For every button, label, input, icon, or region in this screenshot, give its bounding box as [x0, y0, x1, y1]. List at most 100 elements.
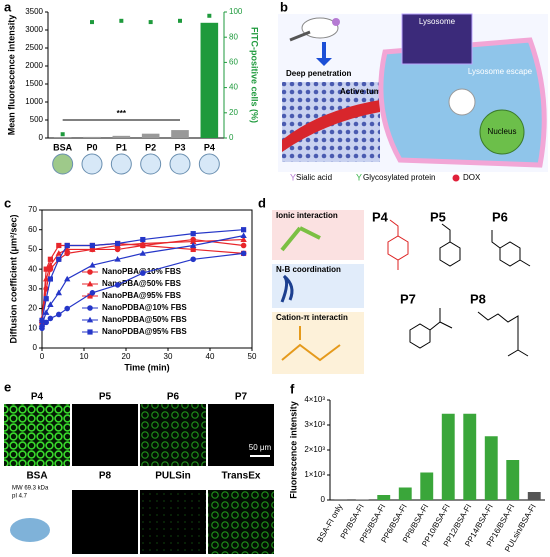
- legend-marker: [87, 293, 93, 299]
- mouse: [301, 17, 339, 39]
- line: [41, 252, 244, 329]
- legend-label: NanoPDBA@50% FBS: [102, 315, 187, 324]
- legend-label: NanoPDBA@10% FBS: [102, 303, 187, 312]
- y-tick-label: 1000: [25, 97, 43, 106]
- bar: [112, 135, 131, 138]
- frame: [41, 209, 253, 349]
- y-tick-label: 30: [28, 284, 37, 293]
- image: [208, 490, 274, 554]
- legend-label: NanoPBA@95% FBS: [102, 291, 182, 300]
- marker: [43, 296, 49, 302]
- image-label: P5: [99, 392, 112, 403]
- image-label: P7: [235, 392, 248, 403]
- y-tick-label: 2500: [25, 43, 43, 52]
- y-tick-label: 0: [39, 133, 44, 142]
- bar: [527, 492, 541, 500]
- bar: [83, 136, 101, 138]
- nucleus: [479, 109, 525, 155]
- legend-marker: [87, 305, 93, 311]
- label: MW 69.3 kDa: [12, 486, 49, 492]
- y-tick-label: 4×10³: [304, 395, 325, 404]
- y-tick-label: 40: [28, 264, 37, 273]
- marker: [190, 231, 196, 237]
- y-tick-label: 3000: [25, 25, 43, 34]
- y-tick-label: 10: [28, 323, 37, 332]
- image: [72, 404, 138, 466]
- y-tick-label: 50: [28, 245, 37, 254]
- y-axis-label: Diffusion coefficient (μm²/sec): [8, 214, 18, 343]
- arrow: [316, 42, 332, 66]
- label: P8: [470, 291, 486, 306]
- bar: [398, 487, 412, 500]
- x-tick-label: P3: [174, 142, 185, 152]
- legend-label: DOX: [463, 173, 481, 182]
- bar: [463, 413, 477, 500]
- y-tick-label: 100: [229, 7, 243, 16]
- bar: [141, 133, 160, 138]
- legend-label: NanoPBA@50% FBS: [102, 279, 182, 288]
- bar: [171, 130, 189, 138]
- y-tick-label: 40: [229, 83, 238, 92]
- marker: [47, 301, 54, 308]
- marker: [140, 236, 146, 243]
- x-tick-label: 30: [164, 352, 173, 361]
- legend-label: Glycosylated protein: [363, 173, 435, 182]
- panel-letter: c: [4, 195, 11, 210]
- y-axis-label: Fluorescence intensity: [288, 401, 298, 499]
- marker: [190, 246, 196, 253]
- panel-letter: b: [280, 0, 288, 14]
- marker: [89, 261, 96, 268]
- marker: [140, 242, 146, 249]
- molecule: [280, 274, 294, 303]
- point: [60, 132, 65, 137]
- legend-symbol: [452, 174, 460, 182]
- marker: [139, 250, 146, 256]
- marker: [64, 250, 70, 257]
- bar: [200, 22, 219, 138]
- label: Lysosome escape: [468, 67, 533, 76]
- structure: [409, 308, 453, 349]
- lysosome-box: [401, 13, 473, 65]
- marker: [56, 311, 62, 318]
- molecule: [280, 226, 321, 252]
- structure: [477, 311, 529, 357]
- marker: [240, 236, 247, 242]
- marker: [89, 242, 95, 249]
- x-tick-label: P2: [145, 142, 156, 152]
- marker: [64, 242, 70, 249]
- point: [207, 13, 212, 18]
- marker: [190, 242, 197, 248]
- label: Cation-π interactin: [276, 313, 348, 322]
- y-tick-label: 70: [28, 205, 37, 214]
- scale-label: 50 μm: [249, 443, 272, 452]
- marker: [114, 255, 121, 262]
- image-label: PULSin: [155, 471, 191, 482]
- marker: [38, 321, 46, 327]
- bar: [441, 413, 455, 500]
- structure: [491, 230, 531, 267]
- point: [148, 20, 153, 25]
- y-axis-label: Mean fluorescence intensity: [6, 15, 16, 136]
- marker: [43, 319, 49, 326]
- y-tick-label: 60: [28, 225, 37, 234]
- protein: [10, 518, 50, 542]
- annotation: ***: [117, 109, 127, 118]
- image: [4, 404, 70, 466]
- marker: [64, 246, 71, 252]
- nanoparticle: [110, 153, 132, 175]
- x-tick-label: BSA: [53, 142, 73, 152]
- panel-d: d Ionic interaction N-B coordination Cat…: [258, 195, 531, 374]
- marker: [114, 282, 121, 288]
- y-tick-label: 2×10³: [304, 445, 325, 454]
- marker: [64, 275, 71, 282]
- image-label: P8: [99, 471, 112, 482]
- nanoparticle: [198, 153, 220, 175]
- y-tick-label: 60: [229, 58, 238, 67]
- y-tick-label: 80: [229, 32, 238, 41]
- marker: [56, 256, 62, 262]
- marker: [89, 290, 96, 296]
- panel-e: e P4 P5 P6 P7 BSA P8 PULSin TransEx 50 μm MW 69.3…: [4, 379, 274, 554]
- y2-axis-label: FITC-positive cells (%): [250, 27, 260, 123]
- lysosome: [448, 88, 476, 116]
